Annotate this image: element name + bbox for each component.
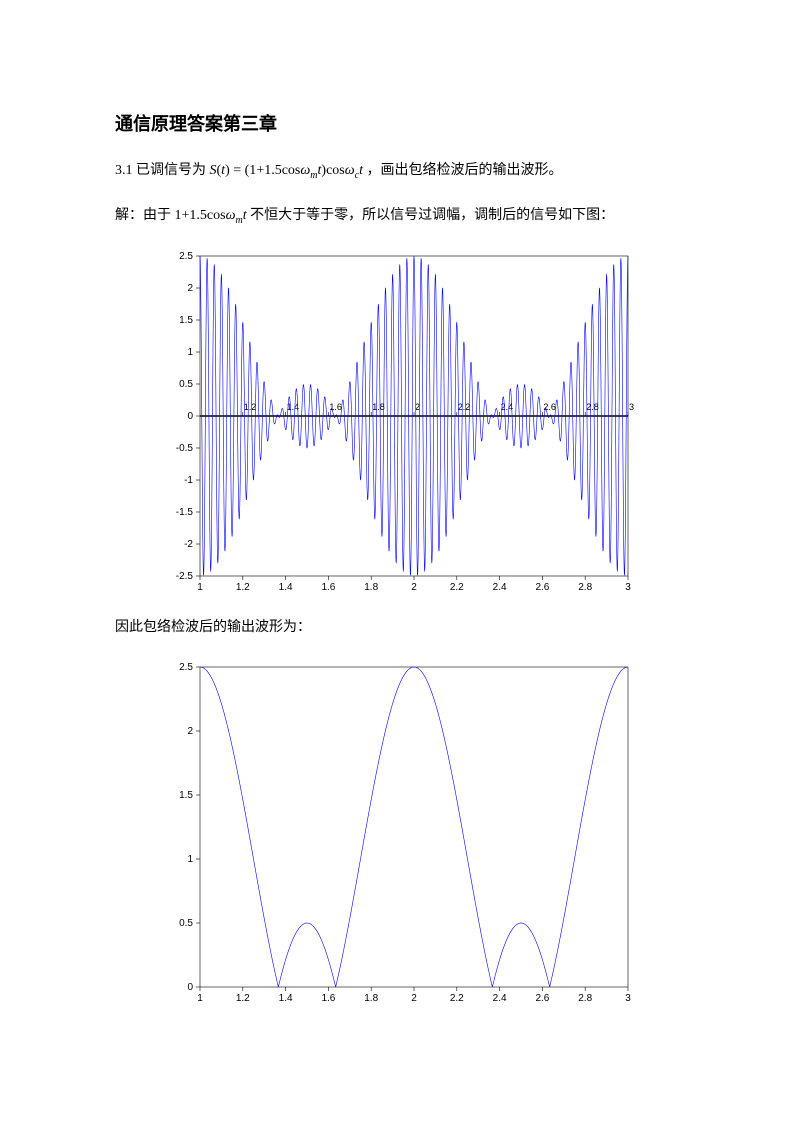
svg-text:0.5: 0.5	[179, 379, 193, 390]
svg-text:2.5: 2.5	[179, 251, 193, 262]
svg-text:1.6: 1.6	[321, 993, 335, 1004]
svg-text:-1: -1	[184, 475, 193, 486]
svg-text:0: 0	[187, 411, 193, 422]
svg-text:2.2: 2.2	[450, 993, 464, 1004]
svg-text:1.2: 1.2	[236, 993, 250, 1004]
svg-text:2: 2	[187, 283, 193, 294]
svg-text:2.8: 2.8	[578, 993, 592, 1004]
svg-text:2.2: 2.2	[458, 402, 471, 412]
question-3-1: 3.1 已调信号为 S(t) = (1+1.5cosωmt)cosωct ，画出…	[115, 158, 683, 185]
svg-text:1.2: 1.2	[236, 582, 250, 593]
svg-text:1: 1	[197, 993, 203, 1004]
chart-1-wrap: 1 1.2 1.4 1.6 1.8 2 2.2 2.4 2.6 2.8 3 -2.5 -2 -1.5 -1 -…	[155, 248, 636, 593]
svg-text:2.6: 2.6	[535, 993, 549, 1004]
svg-text:3: 3	[629, 402, 634, 412]
solution-line: 解：由于 1+1.5cosωmt 不恒大于等于零，所以信号过调幅，调制后的信号如…	[115, 203, 683, 230]
svg-text:2.4: 2.4	[493, 993, 507, 1004]
svg-text:3: 3	[625, 582, 631, 593]
svg-text:1: 1	[187, 854, 193, 865]
svg-text:1.8: 1.8	[364, 582, 378, 593]
svg-text:2.8: 2.8	[578, 582, 592, 593]
q31-prefix: 3.1 已调信号为	[115, 163, 206, 178]
modulated-signal-chart: 1 1.2 1.4 1.6 1.8 2 2.2 2.4 2.6 2.8 3 -2.5 -2 -1.5 -1 -…	[155, 248, 636, 593]
svg-text:1: 1	[187, 347, 193, 358]
page-title: 通信原理答案第三章	[115, 110, 683, 136]
svg-text:-0.5: -0.5	[176, 443, 194, 454]
svg-text:3: 3	[625, 993, 631, 1004]
svg-text:2.4: 2.4	[493, 582, 507, 593]
sol-suffix: 不恒大于等于零，所以信号过调幅，调制后的信号如下图：	[250, 208, 614, 223]
svg-text:0.5: 0.5	[179, 918, 193, 929]
svg-text:-2.5: -2.5	[176, 571, 194, 582]
svg-text:1.6: 1.6	[321, 582, 335, 593]
svg-text:2.6: 2.6	[543, 402, 556, 412]
svg-text:2: 2	[187, 726, 193, 737]
svg-text:1.8: 1.8	[372, 402, 385, 412]
svg-text:2: 2	[411, 993, 417, 1004]
sol-formula: 1+1.5cosωmt	[175, 208, 247, 223]
svg-text:2.2: 2.2	[450, 582, 464, 593]
svg-text:2.8: 2.8	[586, 402, 599, 412]
chart-2-wrap: 1 1.2 1.4 1.6 1.8 2 2.2 2.4 2.6 2.8 3 0 0.5 1 1.5 2 2.5	[155, 659, 636, 1004]
svg-text:-1.5: -1.5	[176, 507, 194, 518]
svg-text:-2: -2	[184, 539, 193, 550]
svg-text:2.5: 2.5	[179, 662, 193, 673]
svg-text:2.6: 2.6	[535, 582, 549, 593]
q31-suffix: ，画出包络检波后的输出波形。	[366, 163, 562, 178]
sol-prefix: 解：由于	[115, 208, 171, 223]
svg-text:1.2: 1.2	[244, 402, 257, 412]
q31-formula: S(t) = (1+1.5cosωmt)cosωct	[210, 163, 363, 178]
svg-text:1.4: 1.4	[279, 993, 293, 1004]
svg-text:0: 0	[187, 982, 193, 993]
svg-text:1.8: 1.8	[364, 993, 378, 1004]
svg-text:2: 2	[411, 582, 417, 593]
svg-text:1.5: 1.5	[179, 790, 193, 801]
caption-2: 因此包络检波后的输出波形为：	[115, 615, 683, 642]
svg-text:1.4: 1.4	[279, 582, 293, 593]
svg-text:1.6: 1.6	[329, 402, 342, 412]
svg-text:1: 1	[197, 582, 203, 593]
svg-text:1.5: 1.5	[179, 315, 193, 326]
envelope-output-chart: 1 1.2 1.4 1.6 1.8 2 2.2 2.4 2.6 2.8 3 0 0.5 1 1.5 2 2.5	[155, 659, 636, 1004]
